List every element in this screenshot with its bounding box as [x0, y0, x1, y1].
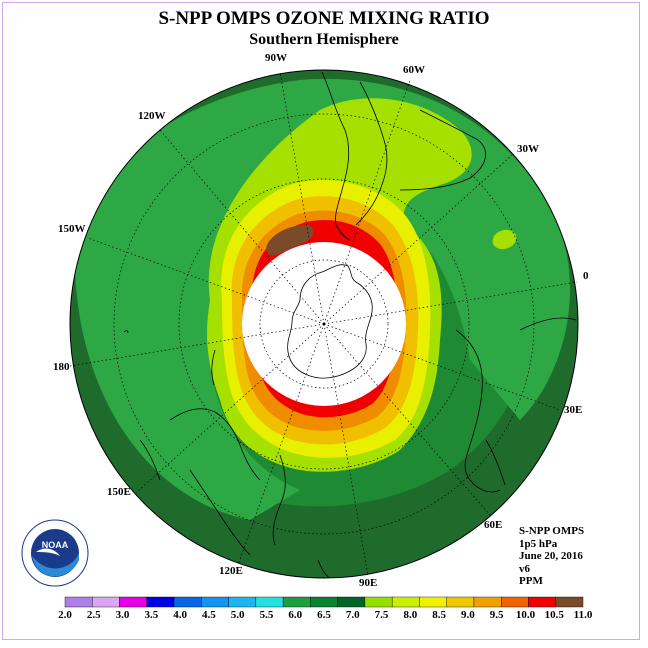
- lon-label-90w: 90W: [265, 52, 287, 64]
- info-instrument: S-NPP OMPS: [519, 525, 585, 537]
- coastlines: [123, 71, 577, 578]
- lon-label-60e: 60E: [484, 519, 502, 531]
- colorbar-swatch: [92, 596, 120, 608]
- colorbar-tick-label: 6.0: [288, 609, 302, 621]
- info-version: v6: [519, 562, 530, 575]
- graticule: [69, 71, 578, 577]
- colorbar-swatch: [528, 596, 556, 608]
- colorbar-swatch: [228, 596, 257, 608]
- lon-label-180: 180: [53, 361, 70, 373]
- colorbar-tick-label: 6.5: [317, 609, 331, 621]
- colorbar-tick-label: 2.0: [58, 609, 72, 621]
- colorbar-swatch: [473, 596, 502, 608]
- colorbar-swatch: [446, 596, 475, 608]
- colorbar-tick-label: 3.0: [116, 609, 130, 621]
- colorbar-tick-label: 3.5: [144, 609, 158, 621]
- green-band: [74, 78, 571, 520]
- colorbar-swatch: [201, 596, 229, 608]
- colorbar-tick-label: 4.0: [173, 609, 187, 621]
- lon-label-150w: 150W: [58, 223, 86, 235]
- colorbar-tick-label: 11.0: [574, 609, 593, 621]
- colorbar-swatch: [501, 596, 529, 608]
- lon-label-150e: 150E: [107, 486, 131, 498]
- colorbar-tick-label: 2.5: [87, 609, 101, 621]
- lon-label-90e: 90E: [359, 577, 377, 589]
- longitude-labels: 90W 60W 30W 0 30E 60E 90E 120E 150E 180 …: [53, 52, 589, 589]
- colorbar-swatch: [419, 596, 447, 608]
- colorbar-swatch: [119, 596, 147, 608]
- colorbar: 2.0 2.5 3.0 3.5 4.0 4.5 5.0 5.5 6.0 6.5 7.0 7.5 8.0 8…: [58, 596, 593, 621]
- colorbar-swatch: [64, 596, 93, 608]
- lon-label-120w: 120W: [138, 110, 166, 122]
- map-subtitle: Southern Hemisphere: [249, 31, 399, 48]
- colorbar-swatch: [337, 596, 366, 608]
- map-boundary: [69, 69, 579, 579]
- colorbar-tick-label: 8.0: [403, 609, 417, 621]
- info-level: 1p5 hPa: [519, 537, 558, 550]
- brown-maximum: [266, 224, 314, 256]
- colorbar-swatch: [146, 596, 175, 608]
- colorbar-swatch: [255, 596, 284, 608]
- south-pole-marker: [322, 322, 326, 326]
- colorbar-tick-label: 10.0: [516, 609, 536, 621]
- map-title: S-NPP OMPS OZONE MIXING RATIO: [158, 8, 490, 29]
- antarctica-outline: [287, 264, 373, 379]
- lon-label-30e: 30E: [564, 404, 582, 416]
- colorbar-swatch: [310, 596, 338, 608]
- info-block: S-NPP OMPS 1p5 hPa June 20, 2016 v6 PPM: [519, 525, 584, 588]
- colorbar-swatch: [555, 596, 584, 608]
- noaa-logo-text: NOAA: [42, 540, 69, 550]
- lon-label-60w: 60W: [403, 64, 425, 76]
- colorbar-swatch: [364, 596, 393, 608]
- info-units: PPM: [519, 575, 543, 587]
- colorbar-tick-label: 4.5: [202, 609, 216, 621]
- colorbar-swatch: [173, 596, 202, 608]
- colorbar-tick-label: 9.0: [461, 609, 475, 621]
- colorbar-tick-label: 5.0: [231, 609, 245, 621]
- lon-label-0: 0: [583, 270, 589, 282]
- colorbar-tick-label: 9.5: [490, 609, 504, 621]
- figure-frame: [2, 2, 640, 640]
- colorbar-tick-label: 5.5: [260, 609, 274, 621]
- lon-label-120e: 120E: [219, 565, 243, 577]
- colorbar-tick-label: 10.5: [545, 609, 565, 621]
- colorbar-tick-label: 7.0: [346, 609, 360, 621]
- info-date: June 20, 2016: [519, 550, 583, 562]
- colorbar-swatch: [391, 596, 420, 608]
- noaa-logo: NOAA: [21, 519, 89, 587]
- lon-label-30w: 30W: [517, 143, 539, 155]
- lime-patch-30w: [492, 229, 517, 250]
- colorbar-tick-label: 8.5: [432, 609, 446, 621]
- colorbar-swatch: [282, 596, 311, 608]
- colorbar-tick-label: 7.5: [375, 609, 389, 621]
